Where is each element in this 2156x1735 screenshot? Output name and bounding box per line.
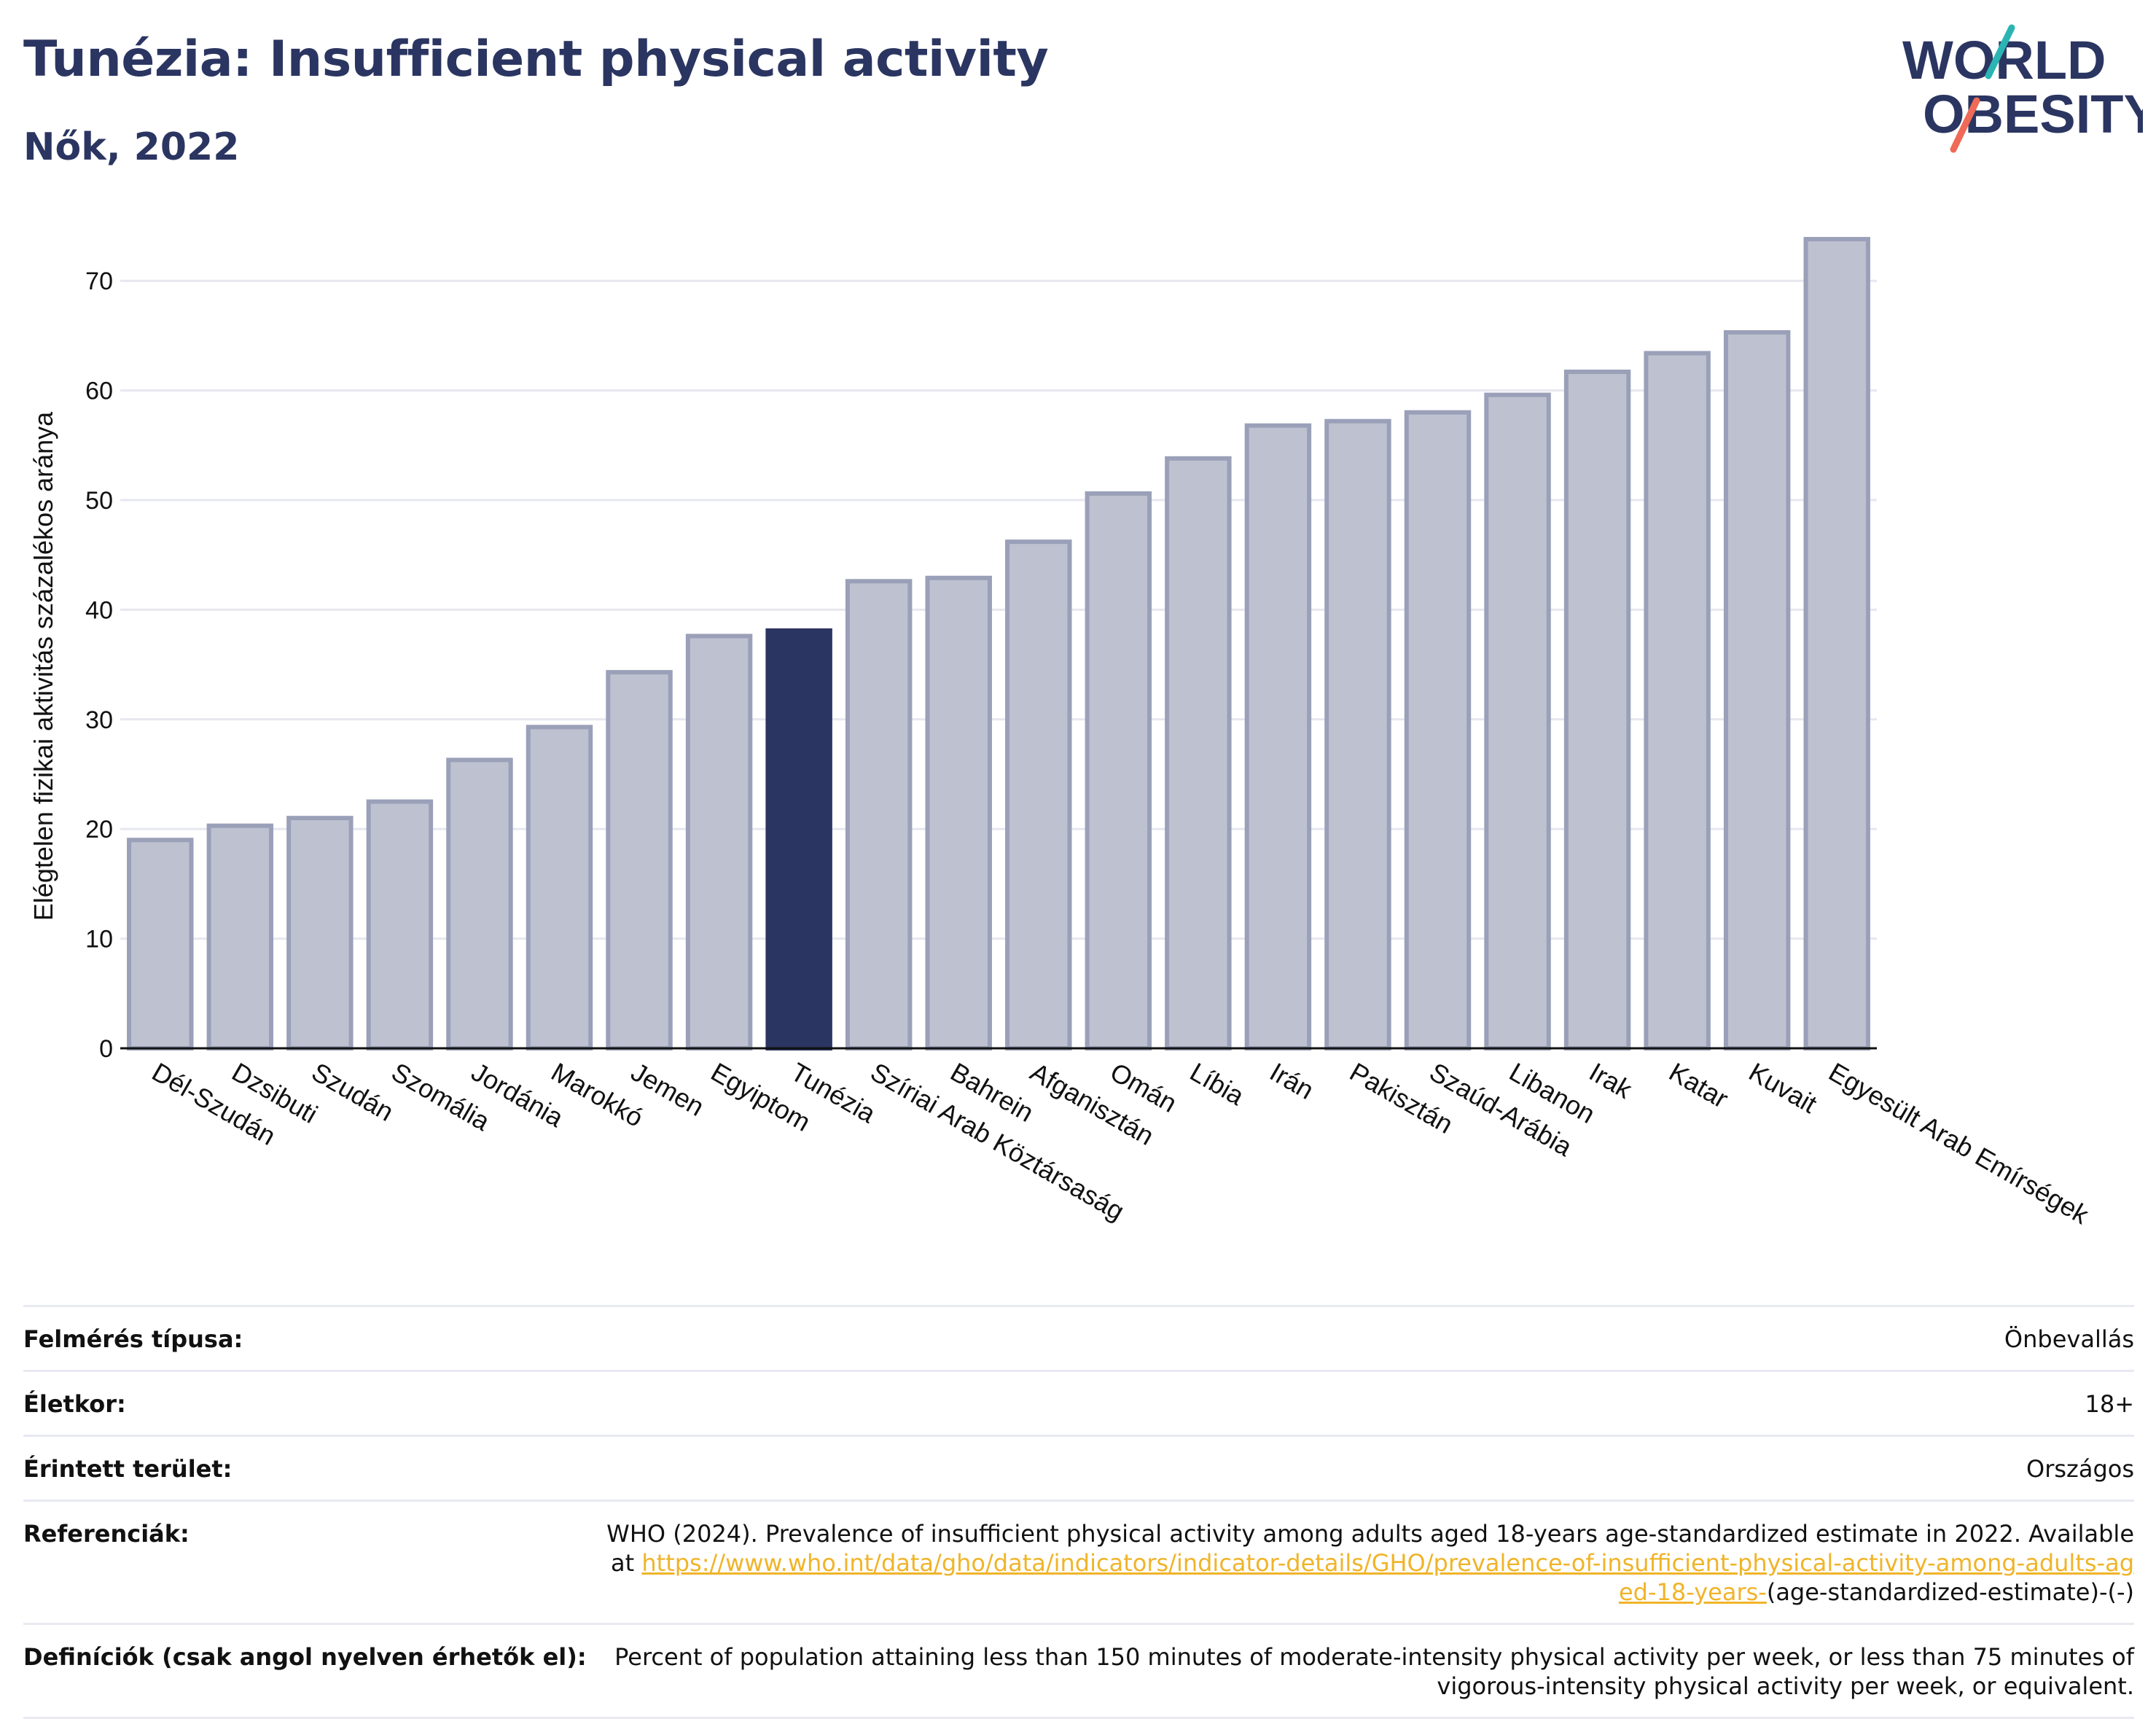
bar <box>286 816 354 1050</box>
x-tick-label: Irak <box>1585 1056 1638 1104</box>
bar <box>1085 491 1152 1050</box>
area-row: Érintett terület: Országos <box>23 1435 2134 1500</box>
world-obesity-logo: WORLD OBESITY <box>1902 24 2143 153</box>
y-tick-label: 30 <box>85 706 113 734</box>
survey-row: Felmérés típusa: Önbevallás <box>23 1305 2134 1370</box>
bar <box>1563 370 1631 1051</box>
references-row: Referenciák: WHO (2024). Prevalence of i… <box>23 1500 2134 1623</box>
references-link[interactable]: https://www.who.int/data/gho/data/indica… <box>641 1549 2134 1606</box>
x-tick-label: Líbia <box>1185 1056 1250 1111</box>
x-tick-label: Egyesült Arab Emírségek <box>1824 1056 2094 1230</box>
bar <box>1644 351 1711 1051</box>
references-text: WHO (2024). Prevalence of insufficient p… <box>606 1520 2134 1577</box>
logo-line2: OBESITY <box>1923 84 2143 144</box>
logo-slash-coral <box>1950 97 1980 153</box>
bar <box>127 838 194 1050</box>
survey-value: Önbevallás <box>2004 1325 2134 1353</box>
bar <box>765 628 832 1050</box>
area-value: Országos <box>2026 1455 2134 1483</box>
bar <box>685 633 753 1050</box>
references-tail: (age-standardized-estimate)-(-) <box>1766 1578 2134 1606</box>
y-tick-label: 60 <box>85 378 113 405</box>
definitions-value: Percent of population attaining less tha… <box>614 1643 2134 1700</box>
bar <box>1484 392 1551 1050</box>
y-tick-label: 20 <box>85 816 113 843</box>
bar <box>1324 418 1391 1051</box>
x-tick-label: Marokkó <box>547 1056 649 1133</box>
x-tick-label: Katar <box>1664 1056 1733 1114</box>
definitions-row: Definíciók (csak angol nyelven érhetők e… <box>23 1623 2134 1719</box>
bar <box>845 579 913 1050</box>
bar <box>1165 456 1232 1050</box>
logo-slash-teal <box>1985 24 2015 79</box>
x-tick-label: Kuvait <box>1744 1056 1822 1119</box>
bar <box>925 575 992 1050</box>
bar <box>1005 539 1072 1051</box>
y-tick-label: 10 <box>85 926 113 954</box>
age-value: 18+ <box>2085 1390 2134 1418</box>
survey-label: Felmérés típusa: <box>23 1325 243 1353</box>
x-tick-label: Szudán <box>307 1056 399 1127</box>
bar <box>206 823 274 1050</box>
bar <box>1404 410 1472 1050</box>
chart-title: Tunézia: Insufficient physical activity <box>23 31 1049 88</box>
y-tick-label: 40 <box>85 596 113 624</box>
bar <box>1803 237 1870 1051</box>
chart-subtitle: Nők, 2022 <box>23 125 240 169</box>
bar <box>606 670 673 1050</box>
y-tick-label: 50 <box>85 487 113 515</box>
y-tick-label: 70 <box>85 268 113 295</box>
y-tick-label: 0 <box>99 1035 113 1063</box>
age-row: Életkor: 18+ <box>23 1370 2134 1435</box>
x-tick-label: Irán <box>1265 1056 1319 1105</box>
y-axis-label: Elégtelen fizikai aktivitás százalékos a… <box>28 411 58 921</box>
bar-chart: 0 10 20 30 40 50 60 70 Elégtelen fizikai aktivit… <box>28 237 2095 1231</box>
references-value: WHO (2024). Prevalence of insufficient p… <box>604 1502 2134 1623</box>
metadata-table: Felmérés típusa: Önbevallás Életkor: 18+… <box>23 1305 2134 1719</box>
bar <box>366 799 434 1050</box>
references-label: Referenciák: <box>23 1520 190 1548</box>
age-label: Életkor: <box>23 1390 126 1418</box>
area-label: Érintett terület: <box>23 1455 233 1483</box>
bar <box>1244 423 1312 1050</box>
bar <box>446 757 513 1050</box>
bar <box>526 725 593 1050</box>
definitions-label: Definíciók (csak angol nyelven érhetők e… <box>23 1643 587 1671</box>
bar <box>1723 330 1791 1050</box>
